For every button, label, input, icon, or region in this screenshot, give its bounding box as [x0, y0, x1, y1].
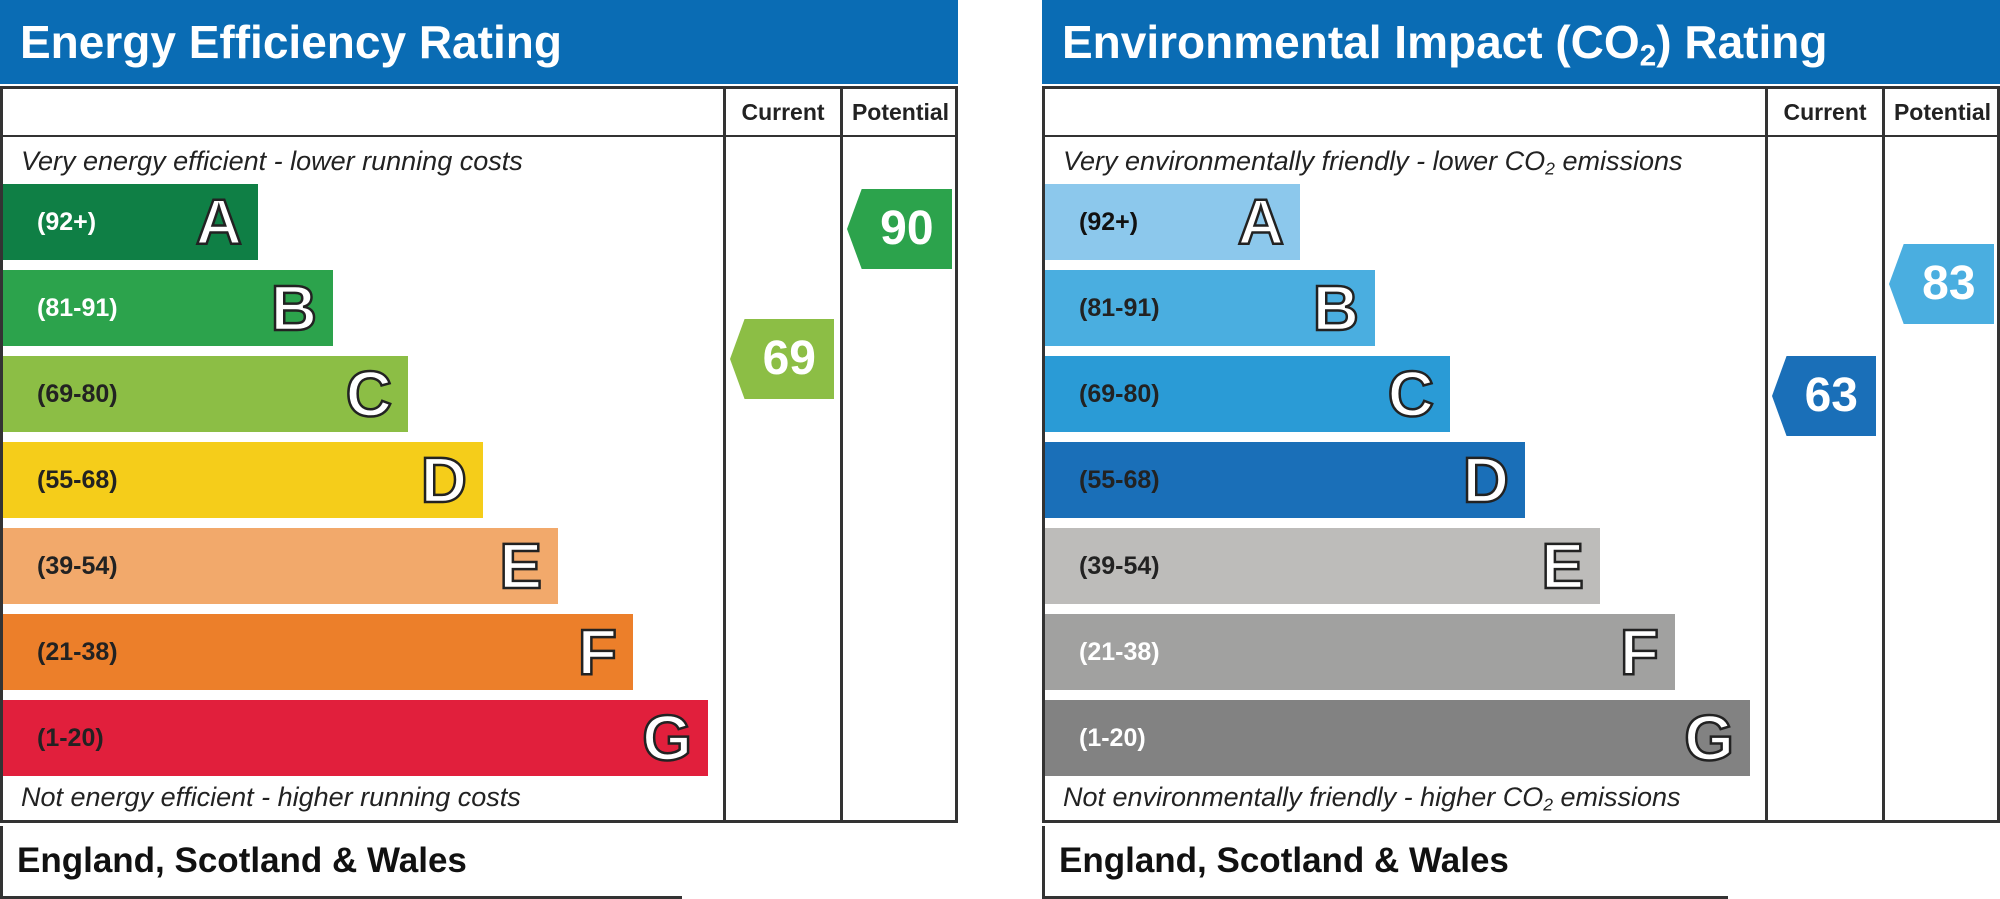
arrow-shape: [1889, 244, 1994, 324]
rating-band-b: (81-91) B: [1045, 270, 1375, 346]
energy-chart-box: Current Potential Very energy efficient …: [0, 86, 958, 823]
title-suffix: ) Rating: [1656, 16, 1828, 68]
bottom-caption: Not environmentally friendly - higher CO…: [1063, 782, 1681, 815]
band-letter: E: [1540, 529, 1585, 604]
top-caption: Very energy efficient - lower running co…: [21, 146, 523, 176]
arrow-shape: [730, 319, 834, 399]
rating-band-c: (69-80) C: [1045, 356, 1450, 432]
rating-band-d: (55-68) D: [1045, 442, 1525, 518]
column-divider: [723, 89, 726, 820]
column-divider: [840, 89, 843, 820]
band-letter: G: [641, 701, 693, 776]
rating-band-e: (39-54) E: [1045, 528, 1600, 604]
environmental-impact-title: Environmental Impact (CO2) Rating: [1042, 0, 2000, 84]
potential-column-header: Potential: [1893, 99, 1992, 125]
rating-band-e: (39-54) E: [3, 528, 558, 604]
environmental-chart-box: Current Potential Very environmentally f…: [1042, 86, 2000, 823]
band-letter: B: [1312, 271, 1361, 346]
band-letter: B: [270, 271, 319, 346]
arrow-shape: [847, 189, 952, 269]
header-divider: [1045, 135, 1997, 137]
current-rating-arrow: 63: [1772, 356, 1876, 436]
band-range-label: (21-38): [1079, 638, 1160, 666]
potential-rating-value: 83: [1922, 257, 1976, 310]
rating-band-g: (1-20) G: [1045, 700, 1750, 776]
rating-band-a: (92+) A: [1045, 184, 1300, 260]
band-letter: D: [1462, 443, 1511, 518]
band-range-label: (1-20): [37, 724, 104, 752]
band-range-label: (81-91): [37, 294, 118, 322]
band-range-label: (69-80): [1079, 380, 1160, 408]
current-rating-value: 69: [762, 332, 816, 385]
band-letter: F: [577, 615, 619, 690]
caption-subscript: 2: [1543, 794, 1553, 815]
header-divider: [3, 135, 955, 137]
band-range-label: (21-38): [37, 638, 118, 666]
band-letter: F: [1619, 615, 1661, 690]
band-range-label: (92+): [37, 208, 97, 236]
current-rating-arrow: 69: [730, 319, 834, 399]
current-column-header: Current: [741, 99, 825, 125]
caption-subscript: 2: [1545, 158, 1555, 179]
rating-band-c: (69-80) C: [3, 356, 408, 432]
potential-rating-arrow: 90: [847, 189, 952, 269]
column-divider: [1765, 89, 1768, 820]
top-caption: Very environmentally friendly - lower CO…: [1063, 146, 1682, 179]
band-letter: A: [195, 185, 244, 260]
band-range-label: (55-68): [37, 466, 118, 494]
rating-band-a: (92+) A: [3, 184, 258, 260]
title-prefix: Environmental Impact (CO: [1062, 16, 1640, 68]
rating-band-f: (21-38) F: [3, 614, 633, 690]
rating-band-f: (21-38) F: [1045, 614, 1675, 690]
potential-rating-value: 90: [880, 202, 934, 255]
band-range-label: (69-80): [37, 380, 118, 408]
bottom-caption: Not energy efficient - higher running co…: [21, 782, 521, 812]
region-label: England, Scotland & Wales: [1059, 841, 1509, 880]
current-rating-value: 63: [1804, 369, 1858, 422]
energy-efficiency-title: Energy Efficiency Rating: [0, 0, 958, 84]
potential-rating-arrow: 83: [1889, 244, 1994, 324]
band-letter: C: [345, 357, 394, 432]
current-column-header: Current: [1783, 99, 1867, 125]
band-range-label: (81-91): [1079, 294, 1160, 322]
caption-suffix: emissions: [1554, 146, 1683, 176]
rating-band-b: (81-91) B: [3, 270, 333, 346]
band-range-label: (1-20): [1079, 724, 1146, 752]
band-letter: G: [1683, 701, 1735, 776]
band-letter: A: [1237, 185, 1286, 260]
rating-band-d: (55-68) D: [3, 442, 483, 518]
band-range-label: (39-54): [1079, 552, 1160, 580]
arrow-shape: [1772, 356, 1876, 436]
caption-suffix: emissions: [1552, 782, 1681, 812]
region-footer: England, Scotland & Wales: [1042, 826, 1728, 899]
title-subscript: 2: [1639, 39, 1657, 73]
band-range-label: (55-68): [1079, 466, 1160, 494]
environmental-impact-panel: Environmental Impact (CO2) Rating Curren…: [1042, 0, 2000, 899]
band-range-label: (39-54): [37, 552, 118, 580]
band-letter: D: [420, 443, 469, 518]
rating-band-g: (1-20) G: [3, 700, 708, 776]
caption-prefix: Very environmentally friendly - lower CO: [1063, 146, 1546, 176]
region-footer: England, Scotland & Wales: [0, 826, 682, 899]
band-letter: C: [1387, 357, 1436, 432]
potential-column-header: Potential: [851, 99, 950, 125]
caption-prefix: Not environmentally friendly - higher CO: [1063, 782, 1544, 812]
band-range-label: (92+): [1079, 208, 1139, 236]
region-label: England, Scotland & Wales: [17, 841, 467, 880]
column-divider: [1882, 89, 1885, 820]
energy-efficiency-panel: Energy Efficiency Rating Current Potenti…: [0, 0, 958, 899]
band-letter: E: [498, 529, 543, 604]
